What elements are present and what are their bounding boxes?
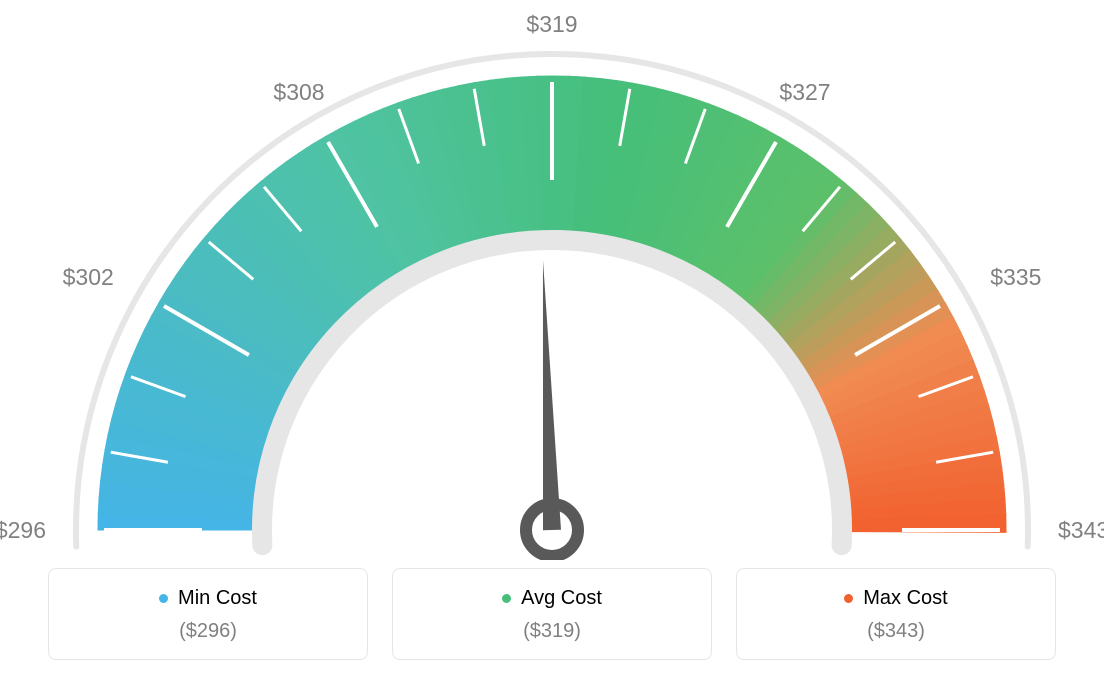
dot-icon [502, 594, 511, 603]
legend-card-avg: Avg Cost ($319) [392, 568, 712, 660]
svg-text:$302: $302 [63, 264, 114, 290]
legend-label: Max Cost [863, 587, 947, 610]
svg-text:$296: $296 [0, 517, 46, 543]
svg-text:$343: $343 [1058, 517, 1104, 543]
legend-title-min: Min Cost [159, 587, 257, 610]
legend-title-avg: Avg Cost [502, 587, 602, 610]
dot-icon [844, 594, 853, 603]
legend-label: Avg Cost [521, 587, 602, 610]
svg-text:$319: $319 [526, 11, 577, 37]
legend-value: ($296) [65, 620, 351, 643]
legend-card-max: Max Cost ($343) [736, 568, 1056, 660]
svg-text:$327: $327 [779, 79, 830, 105]
dot-icon [159, 594, 168, 603]
svg-text:$308: $308 [273, 79, 324, 105]
legend-label: Min Cost [178, 587, 257, 610]
gauge-svg: $296 $302 $308 $319 $327 $335 $343 [0, 0, 1104, 560]
legend-card-min: Min Cost ($296) [48, 568, 368, 660]
legend-title-max: Max Cost [844, 587, 947, 610]
legend-value: ($319) [409, 620, 695, 643]
gauge-chart: $296 $302 $308 $319 $327 $335 $343 [0, 0, 1104, 560]
svg-text:$335: $335 [990, 264, 1041, 290]
legend-value: ($343) [753, 620, 1039, 643]
legend-row: Min Cost ($296) Avg Cost ($319) Max Cost… [0, 568, 1104, 660]
